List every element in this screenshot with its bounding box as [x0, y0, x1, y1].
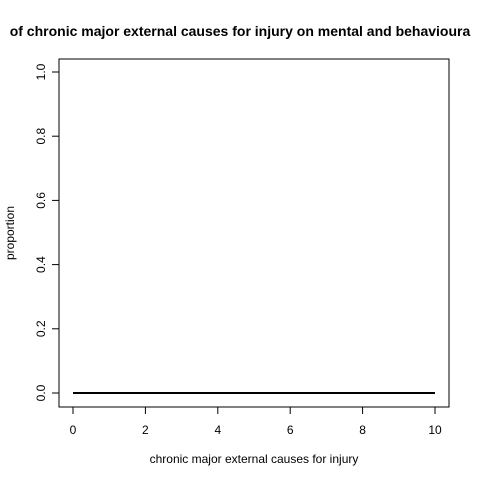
x-tick-label: 0: [70, 423, 77, 437]
y-tick-label: 0.6: [34, 192, 48, 209]
x-tick-label: 4: [214, 423, 221, 437]
x-tick-label: 10: [428, 423, 442, 437]
y-tick-label: 1.0: [34, 63, 48, 80]
y-tick-label: 0.0: [34, 384, 48, 401]
y-tick-label: 0.4: [34, 256, 48, 273]
y-tick-label: 0.8: [34, 128, 48, 145]
x-tick-label: 8: [359, 423, 366, 437]
x-axis: 0 2 4 6 8 10: [70, 406, 442, 437]
y-axis-label: proportion: [3, 206, 17, 260]
chart-title: of chronic major external causes for inj…: [10, 23, 471, 39]
y-tick-label: 0.2: [34, 320, 48, 337]
x-axis-label: chronic major external causes for injury: [150, 452, 359, 466]
x-tick-label: 6: [287, 423, 294, 437]
x-tick-label: 2: [142, 423, 149, 437]
y-axis: 0.0 0.2 0.4 0.6 0.8 1.0: [34, 63, 60, 401]
